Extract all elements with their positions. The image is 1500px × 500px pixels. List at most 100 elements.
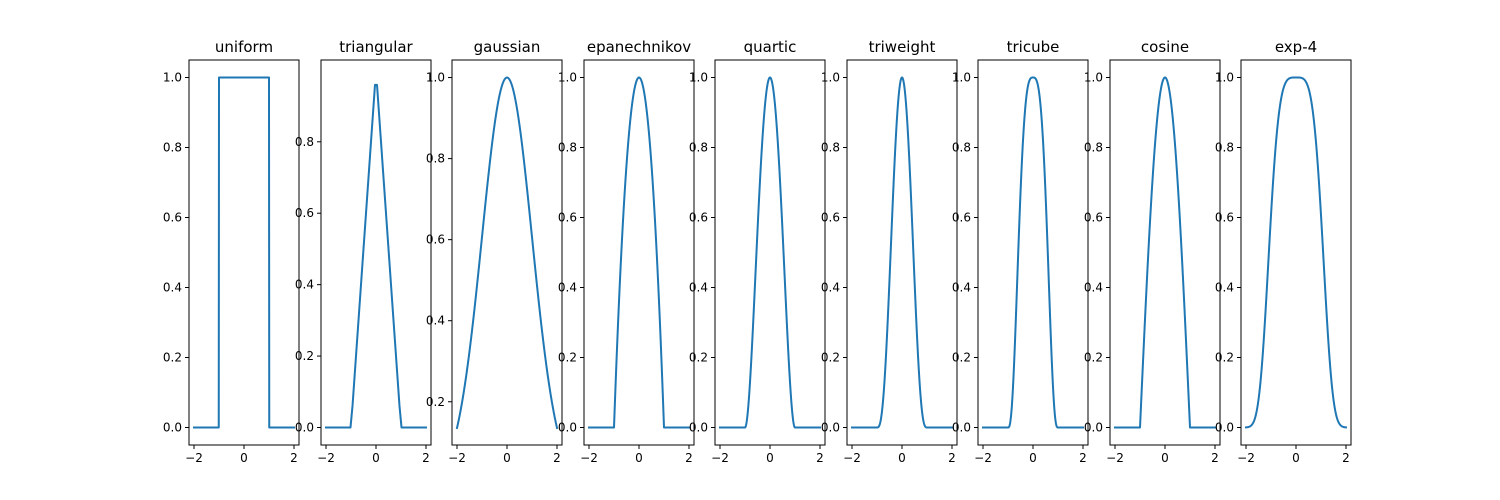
y-tick-label: 0.8 [952, 141, 971, 155]
kernel-panel-triangular: triangular −2 0 2 0.0 0.2 0.4 0.6 0.8 [295, 38, 432, 465]
y-tick-label: 0.6 [558, 211, 577, 225]
x-tick-label: 0 [503, 451, 511, 465]
panels: uniform −2 0 2 0.0 0.2 0.4 0.6 0.8 1.0 triangular −… [163, 38, 1352, 465]
panel-title: tricube [1007, 38, 1060, 56]
y-tick-label: 0.2 [689, 351, 708, 365]
y-tick-label: 0.0 [558, 421, 577, 435]
panel-title: cosine [1141, 38, 1189, 56]
kernel-curve [588, 76, 690, 429]
y-tick-label: 1.0 [1084, 71, 1103, 85]
kernel-curve [325, 83, 427, 429]
kernel-panel-quartic: quartic −2 0 2 0.0 0.2 0.4 0.6 0.8 1.0 [689, 38, 826, 465]
x-tick-label: 2 [1211, 451, 1219, 465]
x-tick-label: −2 [580, 451, 598, 465]
x-tick-label: −2 [711, 451, 729, 465]
y-tick-label: 0.0 [295, 421, 314, 435]
y-tick-label: 1.0 [821, 71, 840, 85]
y-tick-label: 0.6 [426, 233, 445, 247]
y-tick-label: 0.8 [821, 141, 840, 155]
y-tick-label: 0.0 [689, 421, 708, 435]
y-tick-label: 0.8 [558, 141, 577, 155]
x-tick-label: 0 [1161, 451, 1169, 465]
kernel-curve [193, 76, 295, 429]
y-tick-label: 1.0 [952, 71, 971, 85]
y-tick-label: 0.8 [163, 141, 182, 155]
x-tick-label: 2 [422, 451, 430, 465]
x-tick-label: 2 [948, 451, 956, 465]
kernel-curve [851, 76, 953, 429]
y-tick-label: 0.8 [1215, 141, 1234, 155]
x-tick-label: −2 [185, 451, 203, 465]
kernel-panel-gaussian: gaussian −2 0 2 0.2 0.4 0.6 0.8 1.0 [426, 38, 563, 465]
x-tick-label: 2 [290, 451, 298, 465]
y-tick-label: 0.4 [1084, 281, 1103, 295]
x-tick-label: −2 [1237, 451, 1255, 465]
y-tick-label: 1.0 [426, 71, 445, 85]
kernel-panel-uniform: uniform −2 0 2 0.0 0.2 0.4 0.6 0.8 1.0 [163, 38, 300, 465]
y-tick-label: 0.6 [295, 206, 314, 220]
y-tick-label: 0.6 [1215, 211, 1234, 225]
x-tick-label: 2 [685, 451, 693, 465]
y-tick-label: 0.4 [689, 281, 708, 295]
kernel-curve [1114, 76, 1216, 429]
panel-title: triweight [869, 38, 936, 56]
x-tick-label: −2 [974, 451, 992, 465]
y-tick-label: 0.4 [426, 314, 445, 328]
kernel-curve [1244, 76, 1348, 429]
y-tick-label: 0.8 [1084, 141, 1103, 155]
kernel-panel-cosine: cosine −2 0 2 0.0 0.2 0.4 0.6 0.8 1.0 [1084, 38, 1221, 465]
kernel-panel-exp-4: exp-4 −2 0 2 0.0 0.2 0.4 0.6 0.8 1.0 [1215, 38, 1352, 465]
kernel-curve [455, 76, 559, 430]
panel-title: gaussian [474, 38, 541, 56]
y-tick-label: 0.2 [163, 351, 182, 365]
y-tick-label: 0.2 [558, 351, 577, 365]
x-tick-label: −2 [843, 451, 861, 465]
y-tick-label: 0.0 [1215, 421, 1234, 435]
x-tick-label: −2 [317, 451, 335, 465]
kernel-curve [719, 76, 821, 429]
x-tick-label: 2 [816, 451, 824, 465]
x-tick-label: 0 [635, 451, 643, 465]
panel-title: quartic [744, 38, 797, 56]
y-tick-label: 0.8 [295, 135, 314, 149]
y-tick-label: 0.6 [821, 211, 840, 225]
x-tick-label: 0 [898, 451, 906, 465]
y-tick-label: 0.6 [1084, 211, 1103, 225]
y-tick-label: 0.6 [689, 211, 708, 225]
panel-title: exp-4 [1275, 38, 1317, 56]
kernel-panel-triweight: triweight −2 0 2 0.0 0.2 0.4 0.6 0.8 1.0 [821, 38, 958, 465]
kernel-panel-epanechnikov: epanechnikov −2 0 2 0.0 0.2 0.4 0.6 0.8 1.0 [558, 38, 695, 465]
y-tick-label: 0.2 [426, 395, 445, 409]
y-tick-label: 0.4 [1215, 281, 1234, 295]
x-tick-label: −2 [448, 451, 466, 465]
y-tick-label: 0.4 [558, 281, 577, 295]
x-tick-label: 0 [1292, 451, 1300, 465]
x-tick-label: −2 [1106, 451, 1124, 465]
y-tick-label: 0.2 [1215, 351, 1234, 365]
y-tick-label: 1.0 [689, 71, 708, 85]
y-tick-label: 0.6 [952, 211, 971, 225]
y-tick-label: 0.4 [952, 281, 971, 295]
y-tick-label: 0.2 [1084, 351, 1103, 365]
y-tick-label: 0.0 [821, 421, 840, 435]
panel-title: uniform [215, 38, 273, 56]
y-tick-label: 0.4 [163, 281, 182, 295]
x-tick-label: 2 [1079, 451, 1087, 465]
y-tick-label: 1.0 [1215, 71, 1234, 85]
x-tick-label: 0 [1029, 451, 1037, 465]
kernel-curve [982, 76, 1084, 429]
y-tick-label: 0.2 [952, 351, 971, 365]
panel-title: epanechnikov [587, 38, 691, 56]
y-tick-label: 0.4 [295, 278, 314, 292]
y-tick-label: 0.8 [426, 152, 445, 166]
y-tick-label: 0.6 [163, 211, 182, 225]
y-tick-label: 1.0 [163, 71, 182, 85]
y-tick-label: 0.0 [952, 421, 971, 435]
x-tick-label: 2 [1342, 451, 1350, 465]
kernel-panel-tricube: tricube −2 0 2 0.0 0.2 0.4 0.6 0.8 1.0 [952, 38, 1089, 465]
y-tick-label: 0.4 [821, 281, 840, 295]
x-tick-label: 2 [553, 451, 561, 465]
x-tick-label: 0 [240, 451, 248, 465]
